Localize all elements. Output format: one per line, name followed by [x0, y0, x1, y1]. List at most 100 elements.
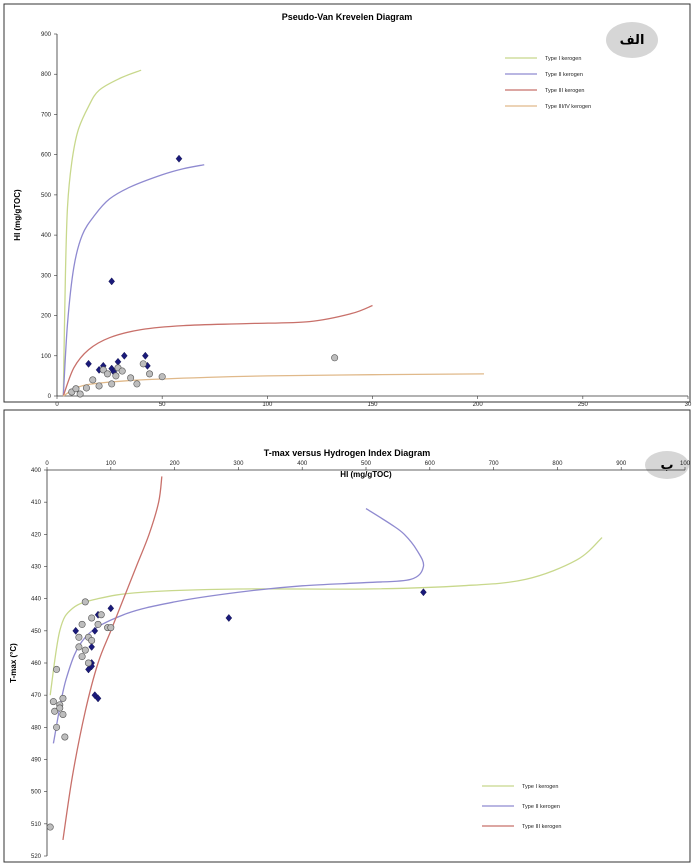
x-tick-label: 0 — [55, 402, 59, 408]
y-tick-label: 520 — [31, 854, 42, 860]
data-point-circle — [107, 624, 115, 632]
data-point-circle — [99, 366, 107, 374]
data-point-circle — [95, 382, 103, 390]
data-point-diamond — [225, 614, 233, 622]
y-tick-label: 800 — [41, 72, 52, 78]
y-tick-label: 420 — [31, 532, 42, 538]
x-tick-label: 100 — [106, 461, 117, 467]
panel-tag-label: ب — [660, 458, 673, 473]
data-point-diamond — [107, 604, 115, 613]
y-tick-label: 470 — [31, 693, 42, 699]
data-point-diamond — [420, 588, 427, 597]
y-tick-label: 460 — [31, 661, 42, 667]
x-tick-label: 50 — [159, 402, 166, 408]
data-point-diamond — [85, 359, 92, 368]
x-axis-label: HI (mg/gTOC) — [340, 470, 392, 479]
data-point-diamond — [142, 351, 149, 360]
y-tick-label: 440 — [31, 597, 42, 603]
y-tick-label: 900 — [41, 32, 52, 38]
y-tick-label: 480 — [31, 725, 42, 731]
chart-title: Pseudo-Van Krevelen Diagram — [282, 12, 413, 22]
data-point-circle — [75, 643, 83, 651]
series-line — [62, 373, 484, 397]
y-axis-label: HI (mg/gTOC) — [13, 189, 22, 241]
y-tick-label: 400 — [41, 233, 52, 239]
data-point-diamond — [85, 665, 92, 674]
data-point-circle — [61, 733, 69, 741]
x-tick-label: 600 — [425, 461, 436, 467]
series-line — [62, 164, 205, 397]
x-tick-label: 300 — [233, 461, 244, 467]
y-tick-label: 410 — [31, 500, 42, 506]
y-tick-label: 400 — [31, 468, 42, 474]
x-tick-label: 30 — [685, 402, 692, 408]
data-point-circle — [331, 354, 339, 362]
data-point-circle — [72, 385, 80, 393]
data-point-circle — [81, 646, 89, 654]
data-point-circle — [53, 665, 61, 673]
x-tick-label: 200 — [170, 461, 181, 467]
data-point-circle — [89, 376, 97, 384]
legend-label: Type I kerogen — [545, 56, 581, 62]
data-point-diamond — [72, 626, 79, 635]
chart-title: T-max versus Hydrogen Index Diagram — [264, 448, 431, 458]
panel-frame — [3, 409, 691, 863]
panel-tag-label: الف — [620, 33, 645, 48]
legend-label: Type III kerogen — [522, 824, 561, 830]
data-point-circle — [76, 390, 84, 398]
x-tick-label: 900 — [616, 461, 627, 467]
panel-frame — [3, 3, 691, 403]
y-tick-label: 500 — [41, 193, 52, 199]
y-tick-label: 200 — [41, 314, 52, 320]
series-line — [62, 304, 373, 397]
legend-label: Type I kerogen — [522, 784, 558, 790]
data-point-circle — [81, 598, 89, 606]
y-tick-label: 430 — [31, 565, 42, 571]
y-tick-label: 100 — [41, 354, 52, 360]
y-tick-label: 300 — [41, 273, 52, 279]
data-point-circle — [88, 614, 96, 622]
data-point-circle — [53, 723, 61, 731]
data-point-circle — [118, 367, 126, 375]
data-point-circle — [97, 611, 105, 619]
data-point-circle — [84, 659, 92, 667]
data-point-circle — [103, 370, 111, 378]
data-point-circle — [56, 704, 64, 712]
y-tick-label: 450 — [31, 629, 42, 635]
x-tick-label: 200 — [473, 402, 484, 408]
van-krevelen-panel: Pseudo-Van Krevelen Diagram الف 0 50 100 150 2… — [3, 3, 692, 424]
data-point-diamond — [175, 154, 183, 163]
panel-tag-badge — [606, 22, 658, 58]
x-tick-label: 100 — [680, 461, 691, 467]
data-point-circle — [75, 633, 83, 641]
data-point-diamond — [91, 691, 99, 700]
data-point-circle — [49, 698, 57, 706]
data-point-circle — [133, 380, 141, 388]
data-point-circle — [59, 694, 67, 702]
y-tick-label: 600 — [41, 153, 52, 159]
x-tick-label: 0 — [45, 461, 49, 467]
legend-label: Type III/IV kerogen — [545, 104, 591, 110]
data-point-circle — [78, 653, 86, 661]
y-tick-label: 700 — [41, 112, 52, 118]
tmax-hi-panel: T-max versus Hydrogen Index Diagram ب 0 100… — [3, 409, 691, 863]
data-point-circle — [146, 370, 154, 378]
series-line — [62, 476, 163, 841]
data-point-diamond — [108, 277, 115, 286]
y-tick-label: 510 — [31, 822, 42, 828]
legend-label: Type III kerogen — [545, 88, 584, 94]
data-point-circle — [78, 620, 86, 628]
data-point-circle — [46, 823, 54, 831]
x-tick-label: 700 — [489, 461, 500, 467]
data-point-diamond — [121, 351, 128, 360]
y-tick-label: 500 — [31, 790, 42, 796]
series-line — [49, 537, 603, 696]
data-point-circle — [82, 384, 90, 392]
y-tick-label: 490 — [31, 758, 42, 764]
data-point-circle — [51, 707, 59, 715]
data-point-circle — [59, 710, 67, 718]
x-tick-label: 800 — [552, 461, 563, 467]
y-axis-label: T-max (°C) — [9, 643, 18, 683]
x-tick-label: 150 — [367, 402, 378, 408]
